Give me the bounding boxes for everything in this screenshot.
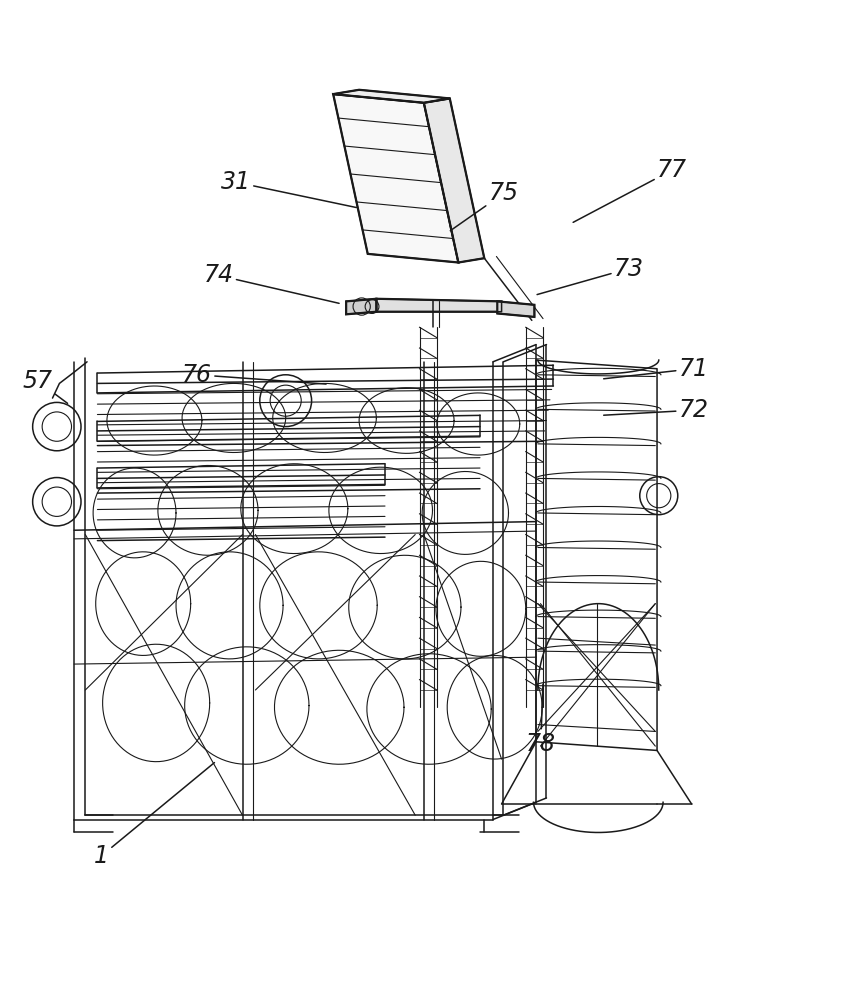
Text: 71: 71 (604, 357, 708, 381)
Text: 78: 78 (526, 684, 556, 756)
Polygon shape (333, 94, 458, 263)
Polygon shape (333, 90, 450, 103)
Text: 76: 76 (182, 363, 326, 387)
Polygon shape (424, 98, 484, 263)
Text: 31: 31 (221, 170, 356, 208)
Text: 57: 57 (22, 369, 67, 403)
Polygon shape (497, 301, 535, 317)
Text: 74: 74 (203, 263, 339, 303)
Text: 77: 77 (573, 158, 687, 222)
Text: 75: 75 (451, 181, 519, 231)
Text: 1: 1 (94, 763, 215, 868)
Text: 73: 73 (537, 257, 644, 295)
Polygon shape (346, 299, 376, 314)
Polygon shape (376, 299, 502, 312)
Text: 72: 72 (604, 398, 708, 422)
